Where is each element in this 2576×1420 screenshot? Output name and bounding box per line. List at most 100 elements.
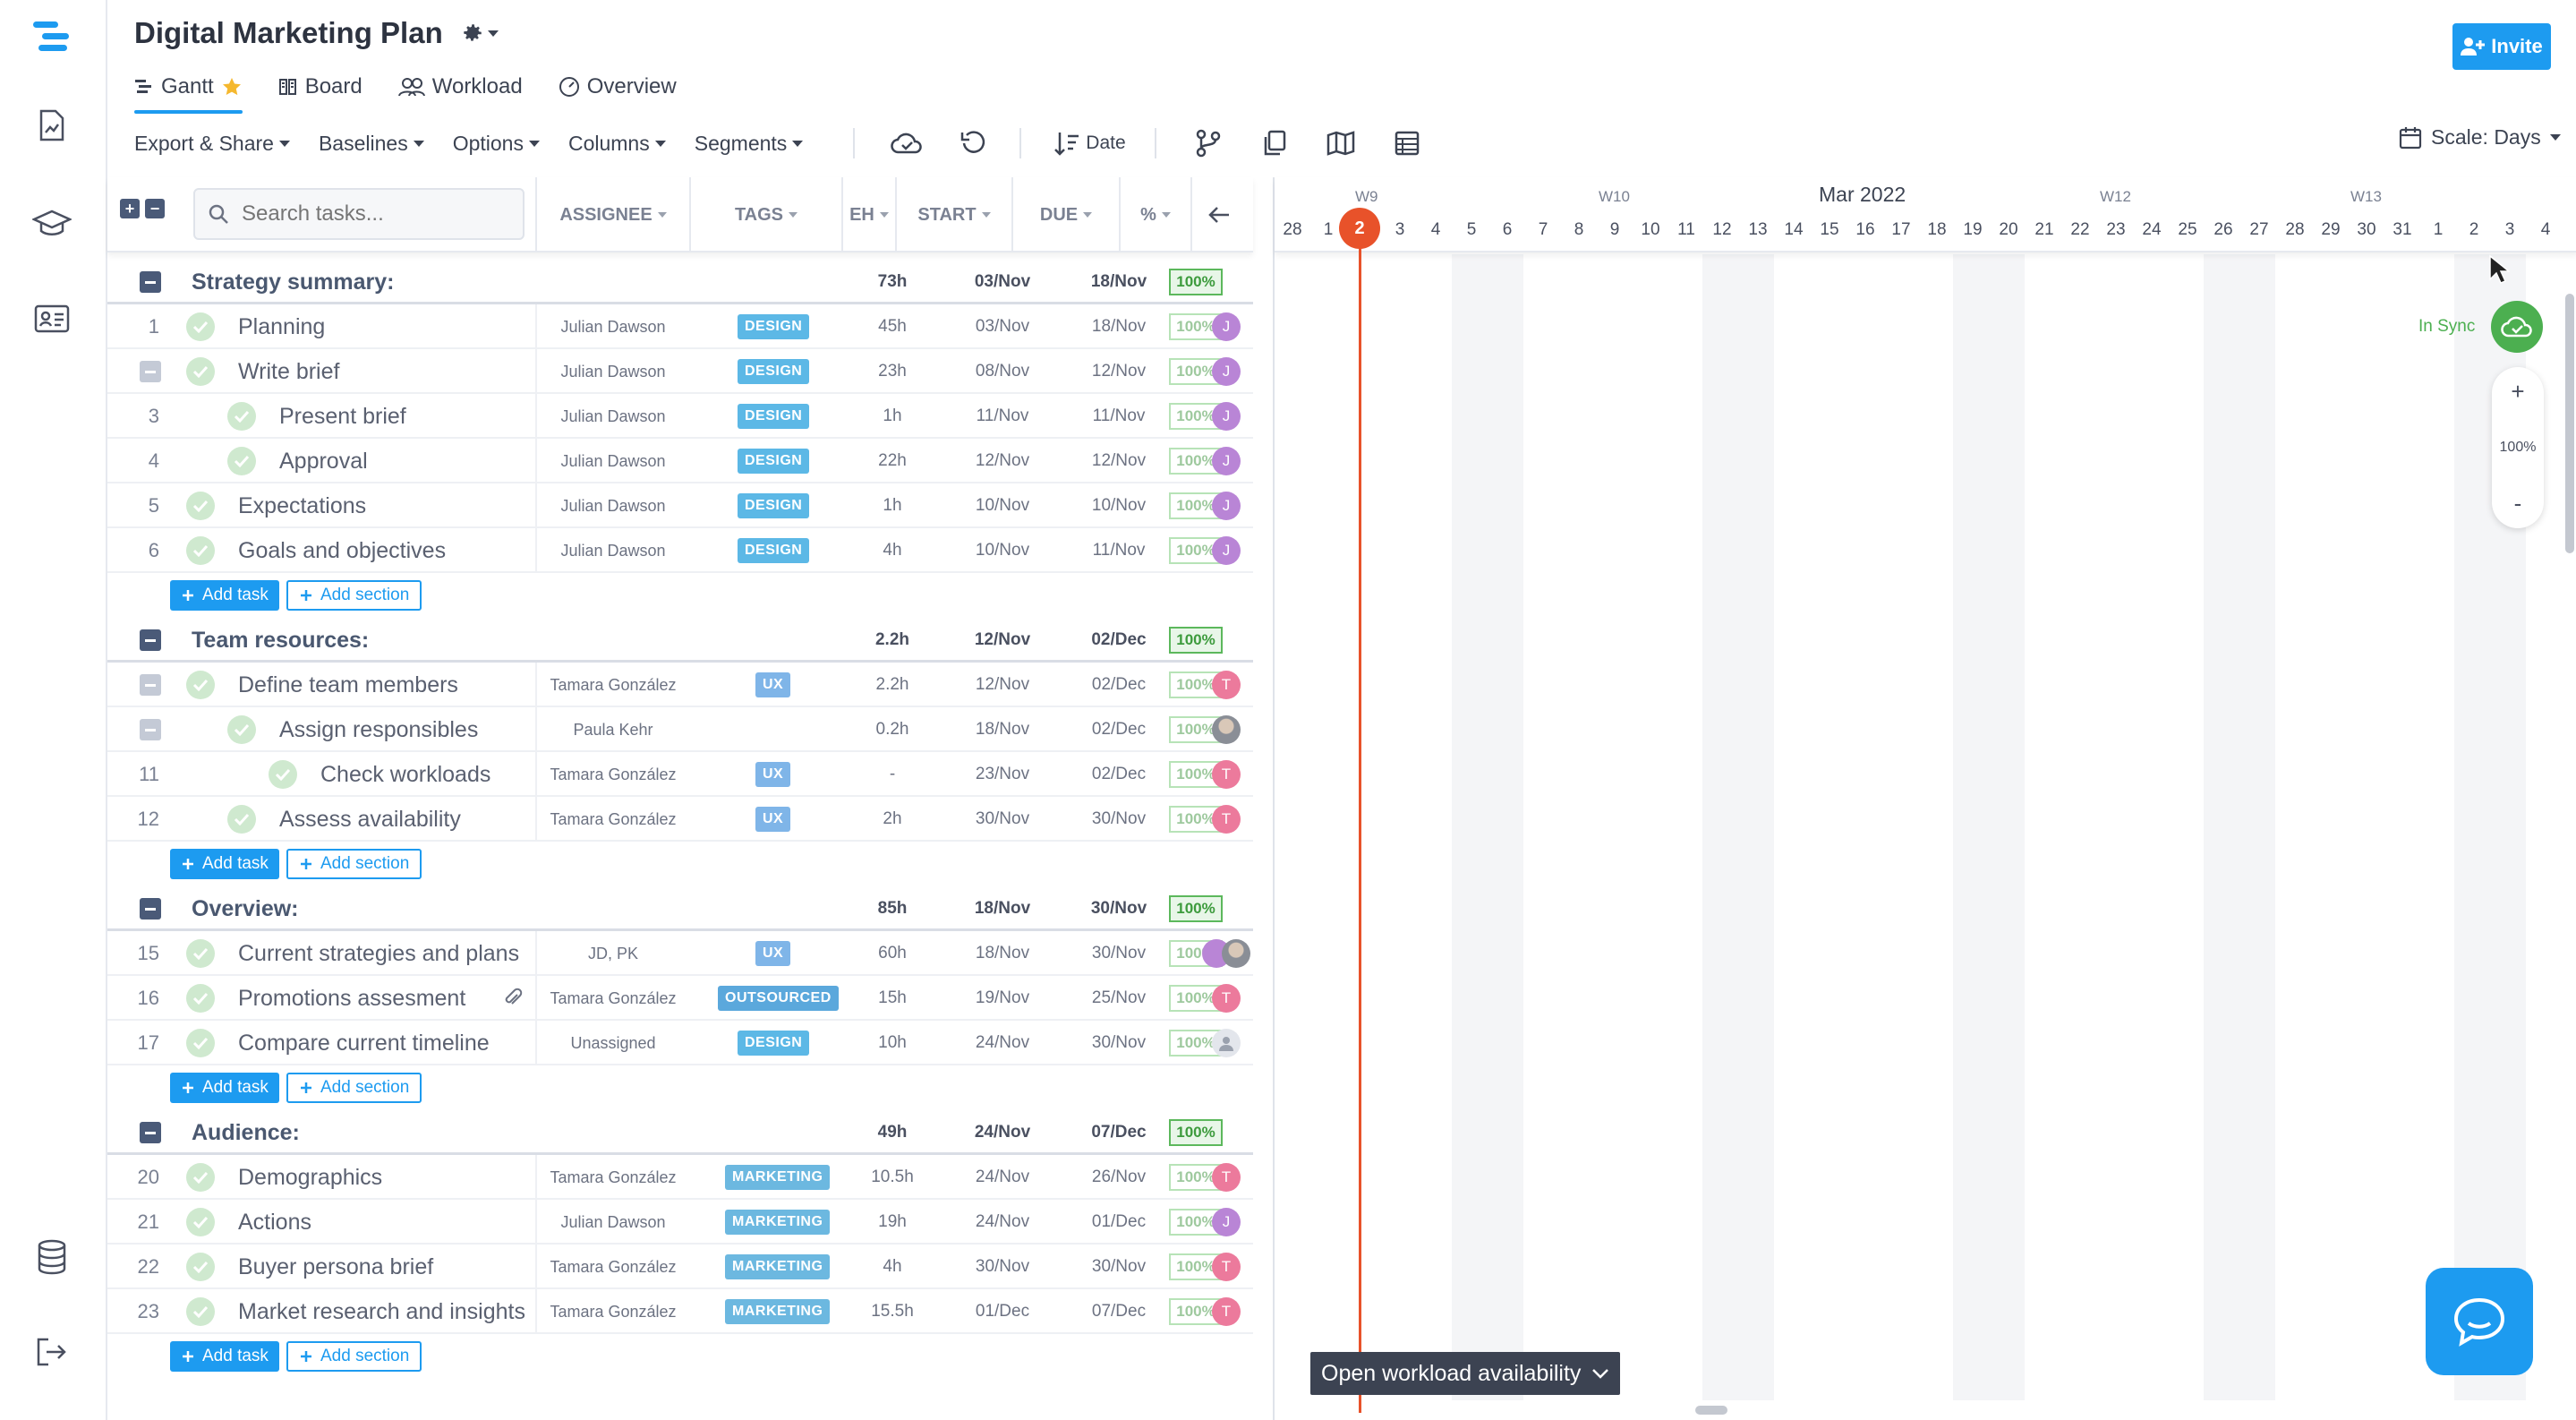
open-workload-button[interactable]: Open workload availability bbox=[1310, 1352, 1621, 1395]
avatar[interactable]: T bbox=[1190, 663, 1262, 707]
section-name[interactable]: Audience: bbox=[192, 1119, 300, 1145]
task-name[interactable]: Assign responsibles bbox=[279, 716, 479, 742]
today-marker[interactable]: 2 bbox=[1339, 208, 1380, 249]
task-tag[interactable]: OUTSOURCED bbox=[718, 976, 839, 1021]
complete-checkbox[interactable] bbox=[186, 349, 215, 394]
column-header-due[interactable]: DUE bbox=[1011, 177, 1119, 252]
branch-icon[interactable] bbox=[1189, 124, 1228, 163]
search-input[interactable] bbox=[242, 201, 501, 227]
task-assignee[interactable]: Tamara González bbox=[550, 1302, 677, 1321]
copy-icon[interactable] bbox=[1255, 124, 1294, 163]
complete-checkbox[interactable] bbox=[227, 439, 256, 483]
task-row[interactable]: 11 Check workloads Tamara González UX - 23/No… bbox=[107, 752, 1253, 797]
section-toggle[interactable] bbox=[140, 618, 161, 663]
task-assignee[interactable]: Julian Dawson bbox=[560, 1212, 666, 1231]
complete-checkbox[interactable] bbox=[269, 752, 297, 797]
column-header-start[interactable]: START bbox=[895, 177, 1011, 252]
avatar[interactable]: J bbox=[1190, 349, 1262, 394]
avatar[interactable]: J bbox=[1190, 439, 1262, 483]
complete-checkbox[interactable] bbox=[186, 1021, 215, 1065]
column-header-assignee[interactable]: ASSIGNEE bbox=[535, 177, 689, 252]
complete-checkbox[interactable] bbox=[186, 483, 215, 528]
column-header-eh[interactable]: EH bbox=[841, 177, 895, 252]
avatar[interactable]: T bbox=[1190, 1245, 1262, 1289]
export-share-menu[interactable]: Export & Share bbox=[134, 132, 290, 156]
task-row[interactable]: 22 Buyer persona brief Tamara González MARK… bbox=[107, 1245, 1253, 1289]
task-row[interactable]: 23 Market research and insights Tamara Gon… bbox=[107, 1289, 1253, 1334]
cloud-sync-button[interactable] bbox=[2491, 301, 2544, 353]
chat-button[interactable] bbox=[2426, 1268, 2533, 1375]
invite-button[interactable]: Invite bbox=[2452, 23, 2551, 70]
add-section-button[interactable]: Add section bbox=[286, 1341, 422, 1372]
task-name[interactable]: Actions bbox=[238, 1209, 311, 1235]
task-name[interactable]: Check workloads bbox=[320, 761, 491, 787]
task-assignee[interactable]: Julian Dawson bbox=[560, 362, 666, 381]
task-tag[interactable]: DESIGN bbox=[738, 1021, 810, 1065]
task-name[interactable]: Buyer persona brief bbox=[238, 1253, 434, 1279]
task-assignee[interactable]: Tamara González bbox=[550, 1257, 677, 1276]
complete-checkbox[interactable] bbox=[186, 304, 215, 349]
task-assignee[interactable]: Tamara González bbox=[550, 765, 677, 783]
task-tag[interactable]: UX bbox=[755, 931, 791, 976]
task-row[interactable]: 21 Actions Julian Dawson MARKETING 19h 24/Nov… bbox=[107, 1200, 1253, 1245]
vertical-scrollbar[interactable] bbox=[2565, 294, 2574, 553]
section-name[interactable]: Overview: bbox=[192, 895, 299, 921]
scale-selector[interactable]: Scale: Days bbox=[2399, 125, 2561, 150]
task-name[interactable]: Approval bbox=[279, 448, 368, 474]
task-assignee[interactable]: Tamara González bbox=[550, 809, 677, 828]
add-section-button[interactable]: Add section bbox=[286, 1073, 422, 1103]
task-row[interactable]: 5 Expectations Julian Dawson DESIGN 1h 10/Nov… bbox=[107, 483, 1253, 528]
complete-checkbox[interactable] bbox=[227, 797, 256, 842]
add-section-button[interactable]: Add section bbox=[286, 580, 422, 611]
map-icon[interactable] bbox=[1321, 124, 1361, 163]
avatar[interactable]: T bbox=[1190, 752, 1262, 797]
task-name[interactable]: Demographics bbox=[238, 1164, 383, 1190]
task-tag[interactable]: DESIGN bbox=[738, 394, 810, 439]
paperclip-icon[interactable] bbox=[503, 976, 523, 1021]
app-logo-icon[interactable] bbox=[30, 16, 73, 59]
task-row[interactable]: 1 Planning Julian Dawson DESIGN 45h 03/Nov 18/… bbox=[107, 304, 1253, 349]
task-assignee[interactable]: JD, PK bbox=[587, 944, 638, 962]
task-tag[interactable]: UX bbox=[755, 797, 791, 842]
task-tag[interactable]: DESIGN bbox=[738, 304, 810, 349]
task-name[interactable]: Expectations bbox=[238, 492, 367, 518]
task-row[interactable]: 20 Demographics Tamara González MARKETING 10… bbox=[107, 1155, 1253, 1200]
avatar[interactable]: J bbox=[1190, 528, 1262, 573]
zoom-in-button[interactable]: + bbox=[2511, 378, 2525, 405]
task-name[interactable]: Goals and objectives bbox=[238, 537, 447, 563]
task-assignee[interactable]: Tamara González bbox=[550, 988, 677, 1007]
subtask-toggle[interactable] bbox=[140, 349, 161, 394]
complete-checkbox[interactable] bbox=[186, 1289, 215, 1334]
complete-checkbox[interactable] bbox=[186, 1245, 215, 1289]
project-settings-button[interactable] bbox=[461, 21, 499, 45]
sort-date-button[interactable]: Date bbox=[1053, 131, 1126, 156]
complete-checkbox[interactable] bbox=[186, 528, 215, 573]
baselines-menu[interactable]: Baselines bbox=[319, 132, 424, 156]
task-assignee[interactable]: Julian Dawson bbox=[560, 317, 666, 336]
task-name[interactable]: Present brief bbox=[279, 403, 406, 429]
horizontal-scrollbar[interactable] bbox=[1695, 1406, 1727, 1415]
avatar[interactable]: J bbox=[1190, 1200, 1262, 1245]
logout-icon[interactable] bbox=[30, 1330, 73, 1373]
add-task-button[interactable]: Add task bbox=[170, 1073, 279, 1103]
avatar[interactable]: T bbox=[1190, 1155, 1262, 1200]
task-tag[interactable]: UX bbox=[755, 663, 791, 707]
database-icon[interactable] bbox=[30, 1236, 73, 1279]
complete-checkbox[interactable] bbox=[186, 663, 215, 707]
complete-checkbox[interactable] bbox=[186, 1200, 215, 1245]
task-assignee[interactable]: Julian Dawson bbox=[560, 496, 666, 515]
task-tag[interactable]: DESIGN bbox=[738, 528, 810, 573]
task-row[interactable]: Assign responsibles Paula Kehr 0.2h 18/Nov 0… bbox=[107, 707, 1253, 752]
task-name[interactable]: Compare current timeline bbox=[238, 1030, 490, 1056]
complete-checkbox[interactable] bbox=[186, 976, 215, 1021]
subtask-toggle[interactable] bbox=[140, 663, 161, 707]
task-name[interactable]: Define team members bbox=[238, 672, 458, 697]
columns-menu[interactable]: Columns bbox=[568, 132, 666, 156]
section-name[interactable]: Strategy summary: bbox=[192, 269, 395, 295]
add-task-button[interactable]: Add task bbox=[170, 849, 279, 879]
task-name[interactable]: Market research and insights bbox=[238, 1298, 525, 1324]
task-tag[interactable]: MARKETING bbox=[725, 1245, 831, 1289]
task-row[interactable]: Write brief Julian Dawson DESIGN 23h 08/Nov 1… bbox=[107, 349, 1253, 394]
avatar[interactable] bbox=[1190, 707, 1262, 752]
task-assignee[interactable]: Julian Dawson bbox=[560, 541, 666, 560]
